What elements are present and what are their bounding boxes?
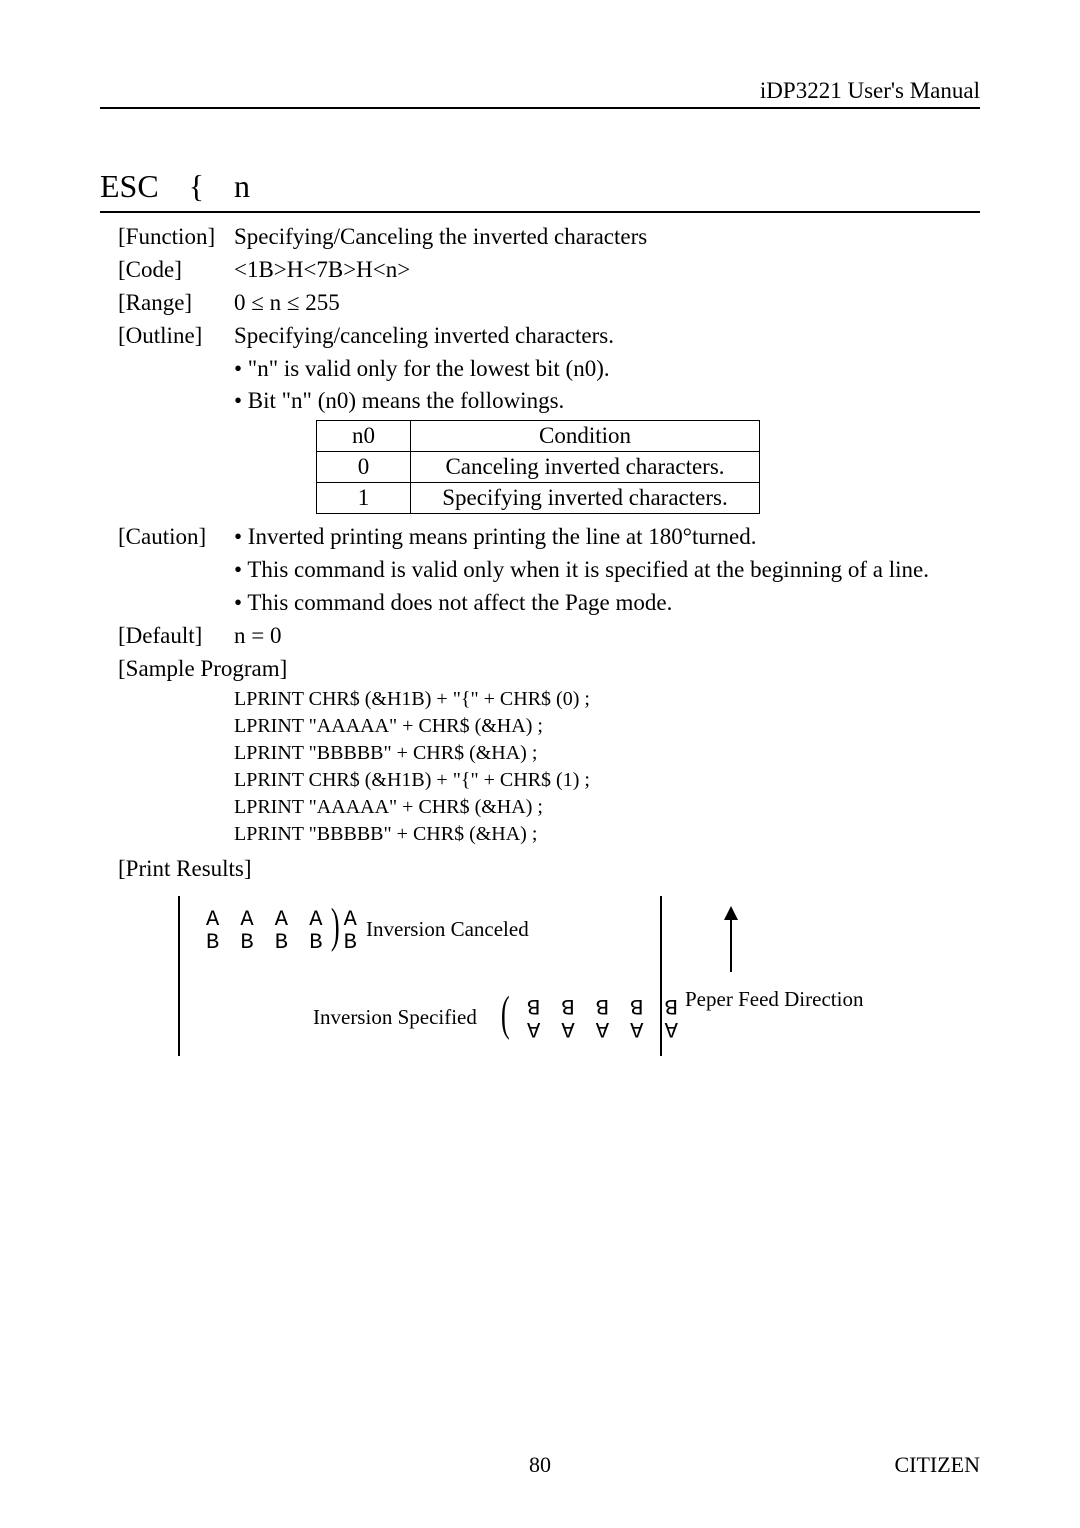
range-label: [Range]: [118, 288, 234, 318]
inversion-canceled-label: Inversion Canceled: [366, 916, 529, 943]
sample-line-2: LPRINT "BBBBB" + CHR$ (&HA) ;: [234, 740, 980, 767]
inversion-specified-label: Inversion Specified: [313, 1004, 477, 1031]
n0-table: n0 Condition 0 Canceling inverted charac…: [316, 420, 760, 514]
inverted-text-block: A A A A A B B B B B: [523, 994, 678, 1040]
outline-value: Specifying/canceling inverted characters…: [234, 321, 980, 351]
caution-label: [Caution]: [118, 522, 234, 552]
command-param: n: [234, 168, 250, 204]
sample-line-4: LPRINT "AAAAA" + CHR$ (&HA) ;: [234, 794, 980, 821]
code-value: <1B>H<7B>H<n>: [234, 255, 980, 285]
content-area: [Function] Specifying/Canceling the inve…: [118, 222, 980, 1076]
manual-title: iDP3221 User's Manual: [760, 78, 980, 104]
outline-bullet-0: • "n" is valid only for the lowest bit (…: [234, 354, 980, 384]
header-rule: [100, 107, 980, 109]
n0-r0c0: 0: [317, 452, 411, 483]
results-left-rule: [178, 896, 180, 1056]
inverted-line-0: A A A A A: [523, 1017, 678, 1040]
command-heading: ESC { n: [100, 168, 250, 205]
sample-program: LPRINT CHR$ (&H1B) + "{" + CHR$ (0) ; LP…: [234, 686, 980, 848]
range-value: 0 ≤ n ≤ 255: [234, 288, 980, 318]
results-label: [Print Results]: [118, 854, 252, 884]
n0-r0c1: Canceling inverted characters.: [411, 452, 760, 483]
print-results-figure: A A A A A B B B B B ) Inversion Canceled…: [118, 896, 980, 1076]
n0-col-1: Condition: [411, 421, 760, 452]
sample-line-1: LPRINT "AAAAA" + CHR$ (&HA) ;: [234, 713, 980, 740]
command-rule: [100, 211, 980, 213]
sample-line-5: LPRINT "BBBBB" + CHR$ (&HA) ;: [234, 821, 980, 848]
brace-specified-icon: (: [501, 990, 510, 1038]
n0-r1c0: 1: [317, 483, 411, 514]
inverted-line-1: B B B B B: [523, 994, 678, 1017]
paper-feed-label: Peper Feed Direction: [685, 986, 863, 1013]
default-value: n = 0: [234, 621, 980, 651]
sample-line-3: LPRINT CHR$ (&H1B) + "{" + CHR$ (1) ;: [234, 767, 980, 794]
n0-r1c1: Specifying inverted characters.: [411, 483, 760, 514]
default-label: [Default]: [118, 621, 234, 651]
caution-bullet-2: • This command does not affect the Page …: [234, 588, 980, 618]
command-name: ESC: [100, 168, 159, 204]
n0-table-wrap: n0 Condition 0 Canceling inverted charac…: [316, 420, 980, 514]
sample-label: [Sample Program]: [118, 654, 287, 684]
brace-canceled-icon: ): [331, 902, 340, 950]
function-label: [Function]: [118, 222, 234, 252]
command-brace: {: [189, 168, 204, 204]
outline-bullet-1: • Bit "n" (n0) means the followings.: [234, 386, 980, 416]
n0-col-0: n0: [317, 421, 411, 452]
arrow-up-icon: [716, 906, 746, 976]
footer-brand: CITIZEN: [894, 1452, 980, 1478]
outline-label: [Outline]: [118, 321, 234, 351]
function-value: Specifying/Canceling the inverted charac…: [234, 222, 980, 252]
code-label: [Code]: [118, 255, 234, 285]
caution-bullet-0: • Inverted printing means printing the l…: [234, 522, 980, 552]
caution-bullet-1: • This command is valid only when it is …: [234, 555, 980, 585]
sample-line-0: LPRINT CHR$ (&H1B) + "{" + CHR$ (0) ;: [234, 686, 980, 713]
